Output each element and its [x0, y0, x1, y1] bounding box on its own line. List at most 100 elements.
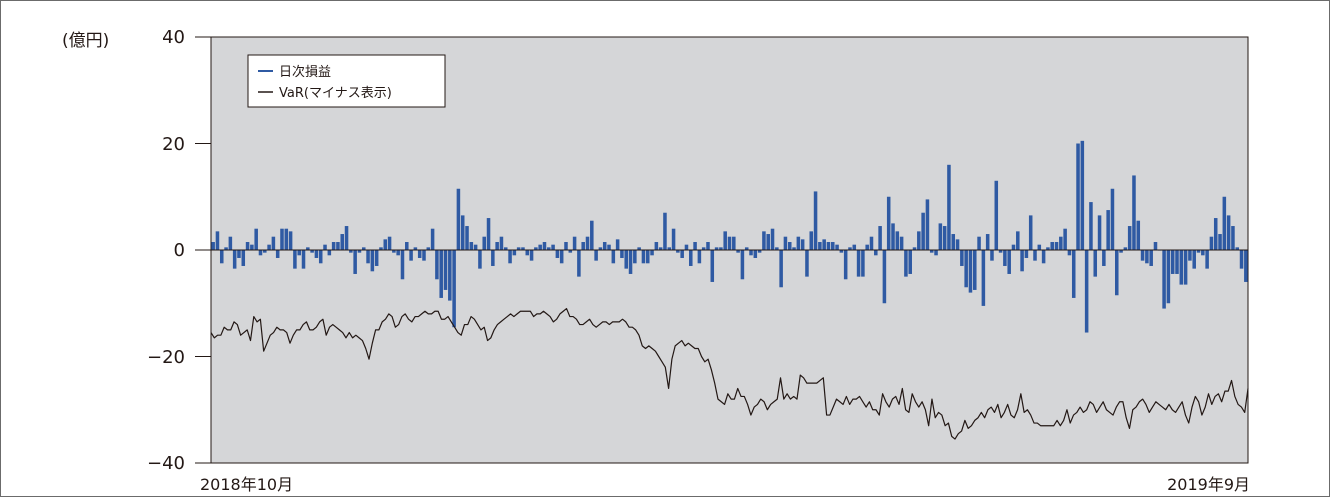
daily-pnl-bar	[232, 250, 237, 269]
daily-pnl-bar	[306, 247, 310, 250]
daily-pnl-bar	[336, 242, 340, 250]
daily-pnl-bar	[284, 228, 289, 250]
daily-pnl-bar	[534, 247, 538, 250]
daily-pnl-bar	[288, 231, 293, 250]
daily-pnl-bar	[843, 250, 848, 280]
daily-pnl-bar	[331, 242, 336, 250]
daily-pnl-bar	[435, 250, 439, 280]
daily-pnl-bar	[800, 239, 805, 250]
daily-pnl-bar	[770, 228, 775, 250]
daily-pnl-bar	[1097, 215, 1102, 250]
daily-pnl-bar	[559, 250, 564, 264]
daily-pnl-bar	[1028, 215, 1033, 250]
daily-pnl-bar	[413, 247, 418, 250]
daily-pnl-bar	[499, 236, 504, 250]
daily-pnl-bar	[1110, 188, 1115, 250]
daily-pnl-bar	[985, 234, 990, 250]
daily-pnl-bar	[383, 239, 388, 250]
daily-pnl-bar	[839, 250, 844, 253]
daily-pnl-bar	[693, 242, 697, 250]
daily-pnl-bar	[577, 250, 581, 277]
daily-pnl-bar	[327, 250, 332, 256]
daily-pnl-bar	[998, 250, 1003, 253]
daily-pnl-bar	[667, 247, 672, 250]
daily-pnl-bar	[417, 250, 422, 258]
daily-pnl-bar	[1020, 250, 1024, 272]
daily-pnl-bar	[736, 250, 740, 253]
daily-pnl-bar	[443, 250, 448, 290]
daily-pnl-bar	[882, 250, 887, 304]
unit-label: (億円)	[62, 31, 109, 51]
daily-pnl-bar	[512, 250, 517, 256]
daily-pnl-bar	[482, 236, 486, 250]
daily-pnl-bar	[689, 250, 693, 266]
daily-pnl-bar	[409, 250, 413, 261]
daily-pnl-bar	[680, 250, 684, 258]
daily-pnl-bar	[1209, 236, 1214, 250]
daily-pnl-bar	[1016, 231, 1020, 250]
daily-pnl-bar	[624, 250, 628, 269]
daily-pnl-bar	[749, 250, 753, 256]
daily-pnl-bar	[572, 236, 577, 250]
daily-pnl-bar	[818, 242, 822, 250]
daily-pnl-bar	[869, 236, 874, 250]
daily-pnl-bar	[723, 231, 727, 250]
daily-pnl-bar	[856, 250, 861, 277]
daily-pnl-bar	[1231, 226, 1235, 250]
daily-pnl-bar	[1067, 250, 1072, 256]
daily-pnl-bar	[516, 247, 521, 250]
daily-pnl-bar	[503, 247, 508, 250]
daily-pnl-bar	[1003, 250, 1007, 266]
daily-pnl-bar	[1188, 250, 1192, 261]
daily-pnl-bar	[641, 250, 646, 264]
daily-pnl-bar	[1226, 215, 1231, 250]
daily-pnl-bar	[925, 199, 930, 250]
daily-pnl-bar	[658, 247, 663, 250]
daily-pnl-bar	[448, 250, 452, 301]
daily-pnl-bar	[684, 244, 689, 250]
daily-pnl-bar	[942, 226, 947, 250]
daily-pnl-bar	[645, 250, 650, 264]
daily-pnl-bar	[211, 242, 215, 250]
daily-pnl-bar	[473, 244, 478, 250]
daily-pnl-bar	[478, 250, 482, 269]
daily-pnl-bar	[1132, 175, 1136, 250]
daily-pnl-bars	[211, 140, 1248, 333]
daily-pnl-bar	[809, 231, 814, 250]
daily-pnl-bar	[267, 244, 271, 250]
daily-pnl-bar	[405, 242, 409, 250]
daily-pnl-bar	[465, 226, 469, 250]
daily-pnl-bar	[904, 250, 908, 277]
daily-pnl-bar	[1084, 250, 1089, 333]
daily-pnl-bar	[1024, 250, 1029, 258]
daily-pnl-bar	[357, 250, 362, 253]
daily-pnl-bar	[977, 236, 981, 250]
daily-pnl-bar	[581, 242, 585, 250]
daily-pnl-bar	[710, 250, 715, 282]
daily-pnl-bar	[469, 242, 474, 250]
daily-pnl-bar	[973, 250, 977, 290]
daily-pnl-bar	[258, 250, 263, 256]
daily-pnl-bar	[753, 250, 758, 258]
daily-pnl-bar	[1037, 244, 1042, 250]
daily-pnl-bar	[1102, 250, 1106, 266]
daily-pnl-bar	[848, 247, 852, 250]
daily-pnl-bar	[301, 250, 306, 269]
daily-pnl-bar	[1136, 220, 1141, 250]
daily-pnl-bar	[263, 250, 267, 253]
daily-pnl-bar	[400, 250, 405, 280]
daily-pnl-bar	[654, 242, 659, 250]
daily-pnl-bar	[275, 250, 280, 258]
daily-pnl-bar	[521, 247, 525, 250]
daily-pnl-bar	[1046, 247, 1050, 250]
daily-pnl-bar	[538, 244, 542, 250]
daily-pnl-bar	[585, 236, 590, 250]
daily-pnl-bar	[340, 234, 344, 250]
legend-box	[247, 54, 446, 108]
daily-pnl-bar	[1162, 250, 1166, 309]
daily-pnl-bar	[981, 250, 986, 306]
daily-pnl-bar	[990, 250, 994, 261]
daily-pnl-bar	[392, 250, 396, 253]
daily-pnl-bar	[1179, 250, 1184, 285]
daily-pnl-bar	[917, 231, 921, 250]
